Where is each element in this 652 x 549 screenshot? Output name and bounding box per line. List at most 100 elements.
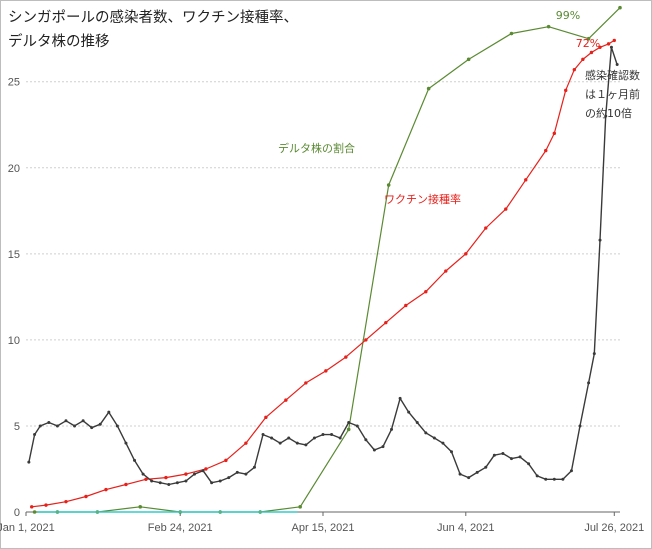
delta-share-point: [298, 505, 302, 509]
vaccination-rate-point: [124, 482, 128, 487]
confirmed-cases-label: の約10倍: [585, 106, 632, 120]
vaccination-rate-point: [304, 381, 308, 385]
vaccination-rate-point: [284, 398, 288, 402]
vaccination-rate-point: [64, 499, 68, 504]
confirmed-cases-point: [184, 479, 188, 483]
confirmed-cases-point: [295, 441, 299, 445]
confirmed-cases-point: [33, 433, 37, 437]
confirmed-cases-point: [312, 436, 316, 440]
vaccination-rate-point: [184, 472, 188, 476]
confirmed-cases-point: [158, 481, 162, 485]
vaccination-rate-point: [204, 467, 208, 471]
delta-share-point: [426, 86, 431, 91]
vaccination-rate-point: [444, 269, 448, 273]
vaccination-rate-point: [324, 369, 328, 373]
vaccination-rate-point: [164, 475, 168, 480]
confirmed-cases-point: [527, 462, 531, 466]
confirmed-cases-point: [287, 436, 291, 440]
confirmed-cases-point: [355, 424, 359, 428]
confirmed-cases-point: [218, 479, 222, 483]
delta-share-point: [546, 24, 551, 29]
delta-share-point: [509, 31, 514, 36]
y-tick-label: 20: [8, 163, 20, 175]
vaccination-rate-point: [504, 207, 508, 211]
delta-share-point: [386, 183, 391, 187]
confirmed-cases-point: [304, 443, 308, 447]
vaccination-rate-point: [544, 148, 548, 153]
vaccination-rate-point: [244, 441, 248, 445]
vaccination-rate-point: [264, 415, 268, 420]
confirmed-cases-point: [535, 474, 539, 478]
confirmed-cases-label: は１ヶ月前: [585, 87, 640, 101]
confirmed-cases-point: [210, 481, 214, 485]
confirmed-cases-point: [270, 436, 274, 440]
confirmed-cases-point: [492, 453, 496, 457]
y-tick-label: 25: [8, 77, 20, 89]
confirmed-cases-point: [98, 422, 102, 426]
confirmed-cases-point: [235, 470, 239, 474]
confirmed-cases-point: [252, 465, 256, 469]
confirmed-cases-point: [192, 472, 196, 476]
confirmed-cases-point: [261, 433, 265, 437]
vaccination-rate-point: [484, 226, 488, 230]
confirmed-cases-point: [598, 238, 602, 242]
vaccination-rate-point: [606, 42, 611, 46]
confirmed-cases-point: [64, 419, 68, 423]
vaccination-rate-point: [384, 320, 388, 325]
delta-share-point: [466, 57, 471, 62]
x-tick-label: Jan 1, 2021: [0, 522, 55, 534]
confirmed-cases-point: [141, 472, 145, 476]
confirmed-cases-point: [107, 410, 111, 414]
confirmed-cases-point: [407, 410, 411, 414]
confirmed-cases-point: [501, 451, 505, 455]
confirmed-cases-point: [441, 441, 445, 445]
confirmed-cases-point: [604, 114, 608, 118]
y-tick-label: 0: [14, 507, 20, 519]
vaccination-rate-point: [612, 38, 616, 43]
delta-share-point: [586, 36, 591, 41]
confirmed-cases-point: [609, 45, 613, 49]
vaccination-rate-point: [598, 45, 602, 50]
vaccination-rate-point: [364, 338, 368, 342]
confirmed-cases-point: [81, 419, 85, 423]
vaccination-rate-point: [144, 477, 148, 481]
confirmed-cases-point: [150, 479, 154, 483]
confirmed-cases-point: [450, 450, 454, 454]
vaccination-rate-line: [31, 39, 615, 508]
x-tick-label: Jun 4, 2021: [437, 522, 495, 534]
vaccination-rate-point: [552, 131, 557, 136]
confirmed-cases-point: [227, 476, 231, 480]
confirmed-cases-point: [115, 424, 119, 428]
delta-share-point: [346, 427, 351, 432]
vaccination-rate-point: [104, 487, 108, 492]
vaccination-rate-point: [581, 57, 585, 62]
confirmed-cases-point: [432, 436, 436, 440]
confirmed-cases-point: [458, 472, 462, 476]
confirmed-cases-point: [167, 482, 171, 486]
confirmed-cases-point: [201, 469, 205, 473]
grid-lines: [26, 81, 620, 427]
y-tick-label: 10: [8, 335, 20, 347]
confirmed-cases-point: [244, 472, 248, 476]
vaccination-rate-end-label: 72%: [576, 37, 600, 50]
confirmed-cases-point: [55, 424, 59, 428]
confirmed-cases-point: [338, 436, 342, 440]
confirmed-cases-point: [47, 421, 51, 425]
confirmed-cases-point: [592, 352, 596, 356]
confirmed-cases-point: [484, 465, 488, 469]
confirmed-cases-point: [381, 445, 385, 449]
delta-share-point: [618, 5, 622, 10]
confirmed-cases-point: [424, 431, 428, 435]
y-tick-label: 15: [8, 249, 20, 261]
vaccination-rate-point: [44, 503, 48, 507]
confirmed-cases-point: [552, 477, 556, 481]
confirmed-cases-point: [518, 455, 522, 459]
vaccination-rate-point: [589, 50, 594, 55]
confirmed-cases-point: [578, 424, 582, 428]
confirmed-cases-point: [372, 448, 376, 452]
confirmed-cases-point: [509, 457, 513, 461]
vaccination-rate-point: [344, 355, 348, 359]
confirmed-cases-point: [467, 476, 471, 480]
confirmed-cases-point: [569, 469, 573, 473]
